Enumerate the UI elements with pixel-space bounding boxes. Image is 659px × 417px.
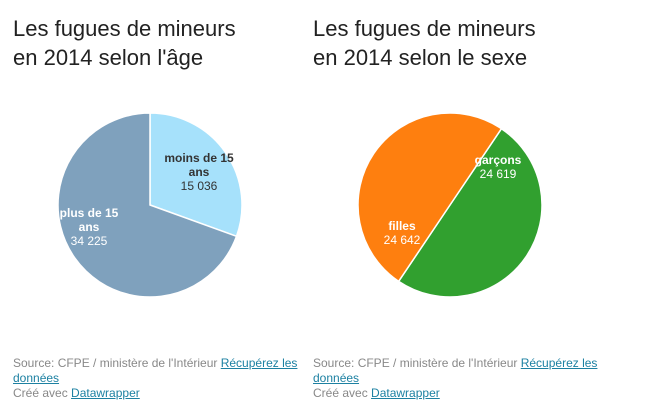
chart-title: Les fugues de mineurs en 2014 selon l'âg…: [13, 16, 236, 70]
slice-label-plus-de-15-ans: plus de 15 ans 34 225: [60, 206, 119, 248]
chart-title: Les fugues de mineurs en 2014 selon le s…: [313, 16, 536, 70]
slice-label-garcons: garçons 24 619: [475, 153, 522, 181]
download-data-link[interactable]: Récupérez les données: [313, 356, 598, 385]
download-data-link[interactable]: Récupérez les données: [13, 356, 298, 385]
slice-value-garcons: 24 619: [480, 167, 517, 181]
datawrapper-link[interactable]: Datawrapper: [371, 386, 440, 400]
slice-value-filles: 24 642: [384, 233, 421, 247]
datawrapper-link[interactable]: Datawrapper: [71, 386, 140, 400]
pie-slice-filles: [357, 112, 503, 283]
credit-text: Créé avec: [13, 386, 68, 400]
slice-label-moins-de-15-ans: moins de 15 ans 15 036: [164, 151, 234, 193]
pie-slice-garcons: [397, 127, 543, 298]
pie-chart-sex: garçons 24 619 filles 24 642: [357, 112, 543, 298]
credit-text: Créé avec: [313, 386, 368, 400]
pie-chart-age: moins de 15 ans 15 036 plus de 15 ans 34 225: [57, 112, 243, 298]
chart-footer: Source: CFPE / ministère de l'Intérieur …: [13, 356, 313, 401]
pie-slice-moins-de-15-ans: [149, 112, 243, 238]
pie-slice-plus-de-15-ans: [57, 112, 238, 298]
source-text: Source: CFPE / ministère de l'Intérieur: [313, 356, 518, 370]
chart-panel-sex: Les fugues de mineurs en 2014 selon le s…: [313, 0, 613, 417]
chart-panel-age: Les fugues de mineurs en 2014 selon l'âg…: [13, 0, 313, 417]
slice-label-filles: filles 24 642: [384, 219, 421, 247]
slice-value-plus-de-15-ans: 34 225: [71, 234, 108, 248]
source-text: Source: CFPE / ministère de l'Intérieur: [13, 356, 218, 370]
chart-footer: Source: CFPE / ministère de l'Intérieur …: [313, 356, 613, 401]
slice-value-moins-de-15-ans: 15 036: [181, 179, 218, 193]
